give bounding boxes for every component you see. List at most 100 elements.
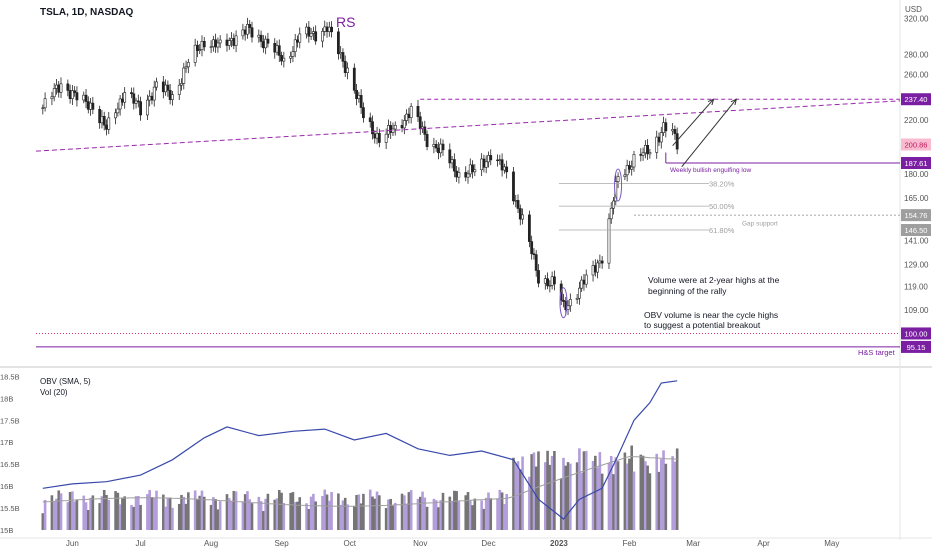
candle-body [150,95,154,101]
candle-body [534,254,538,271]
candle-body [405,113,409,121]
candle-body [277,45,281,56]
candle-body [514,200,518,202]
candle-body [441,143,445,151]
candle-body [314,31,318,42]
candle-body [211,39,215,48]
candle-body [155,81,158,88]
volume-bar [582,451,586,530]
candle-body [232,38,236,46]
candle-body [373,133,377,139]
volume-bar [425,506,429,530]
candle-body [518,208,522,220]
volume-bar [437,507,440,530]
candle-body [289,55,293,59]
volume-bar [423,497,427,530]
symbol-title: TSLA, 1D, NASDAQ [40,7,134,18]
candle-body [448,149,452,164]
candle-body [180,83,183,86]
volume-bar [671,456,674,530]
volume-bar [353,505,356,530]
candle-body [164,84,168,93]
candle-body [73,90,77,93]
candle-body [482,158,486,168]
candle-body [118,98,122,110]
candle-body [532,253,536,255]
volume-bar [378,495,381,530]
volume-bar [673,461,677,530]
volume-bar [480,500,483,530]
volume-bar [296,501,299,530]
candle-body [311,31,315,34]
candle-body [216,42,220,48]
volume-bar [132,506,136,530]
volume-bar [337,493,340,530]
y-tick-label: 119.00 [904,282,928,291]
volume-bar [107,499,111,530]
candle-body [107,117,111,130]
candle-body [368,117,372,122]
candle-body [57,84,61,93]
price-tag-label: 187.61 [905,159,928,168]
volume-bar [187,492,190,530]
candle-body [75,92,79,101]
volume-bar [434,500,438,530]
candle-body [450,159,454,164]
volume-bar [196,499,199,530]
candle-body [182,67,186,84]
candle-body [70,90,74,99]
candle-body [50,96,54,99]
price-tag-label: 237.40 [905,95,928,104]
volume-bar [234,491,238,530]
volume-bar [130,505,133,530]
volume-bar [123,496,126,530]
volume-bar [632,471,636,530]
candle-body [343,61,347,73]
vol-y-tick: 18.5B [0,372,20,381]
volume-bar [89,497,92,530]
volume-bar [282,502,286,530]
fib-label: 38.20% [709,179,735,188]
vol-y-tick: 15B [0,526,13,535]
volume-bar [564,465,568,530]
candle-body [321,31,324,42]
volume-bar [71,491,74,530]
volume-bar [321,495,324,530]
volume-bar [432,498,436,530]
volume-bar [375,491,379,530]
price-tag-label: 154.76 [905,211,928,220]
candle-body [148,95,152,101]
candle-body [298,33,302,43]
volume-bar [182,496,186,530]
volume-bar [596,467,599,530]
volume-bar [43,499,47,530]
volume-bar [275,498,279,530]
candle-body [355,89,358,100]
volume-bar [225,494,229,530]
volume-bar [505,493,508,530]
volume-bar [368,489,372,530]
x-tick-label: Apr [757,539,770,548]
candle-body [484,161,488,168]
volume-bar [514,464,518,530]
volume-bar [646,465,649,530]
volume-bar [628,458,631,530]
candle-body [261,41,265,49]
volume-bar [580,472,583,530]
volume-bar [137,495,140,530]
price-tag [901,340,931,353]
candle-body [230,38,233,41]
candle-body [578,287,581,299]
candle-body [639,154,643,156]
x-tick-label: May [824,539,839,548]
candle-body [84,94,88,102]
candle-body [282,57,286,62]
volume-bar [450,500,454,530]
candle-body [325,26,329,32]
volume-bar [468,500,472,530]
volume-bar [607,462,611,530]
candle-body [659,132,663,143]
vol-y-tick: 17.5B [0,416,20,425]
candle-body [552,276,556,285]
candle-body [498,159,502,161]
